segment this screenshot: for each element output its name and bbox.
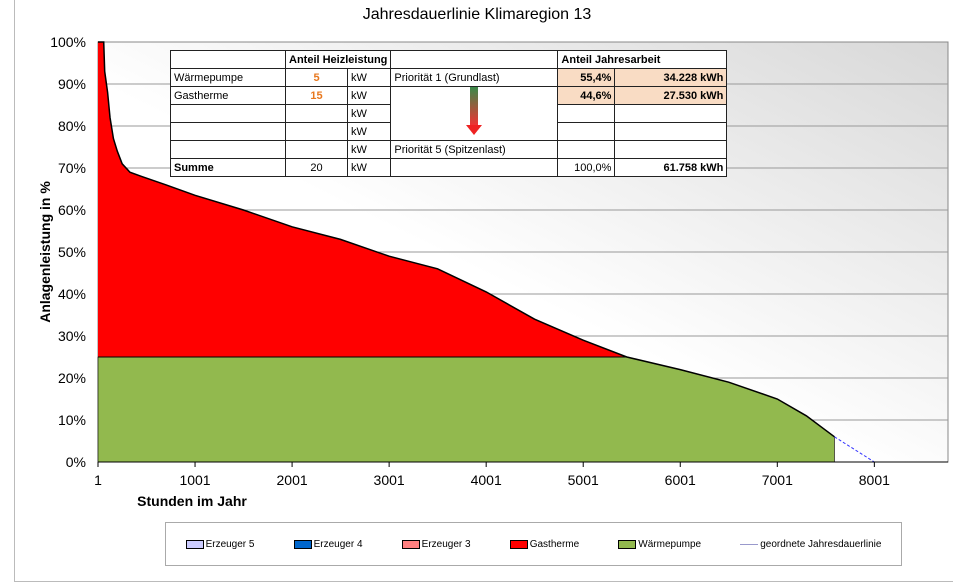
unit: kW	[346, 158, 392, 177]
table-row: Wärmepumpe 5 kW Priorität 1 (Grundlast) 55,4…	[170, 68, 728, 87]
unit: kW	[346, 68, 392, 87]
share-kwh	[614, 104, 728, 123]
priority-label: Priorität 1 (Grundlast)	[390, 68, 559, 87]
table-row: Gastherme 15 kW 44,6% 27.530 kWh	[170, 86, 728, 141]
priority-arrow-icon	[390, 86, 559, 141]
share-kwh: 34.228 kWh	[614, 68, 728, 87]
share-kwh	[614, 122, 728, 141]
legend-label: Erzeuger 4	[313, 538, 363, 550]
generator-name	[170, 140, 286, 159]
legend-line	[740, 543, 759, 545]
chart-frame	[14, 0, 953, 582]
x-tick-label: 4001	[471, 472, 502, 488]
legend-item: geordnete Jahresdauerlinie	[740, 539, 881, 550]
legend-item: Erzeuger 5	[185, 538, 255, 550]
jahresdauerlinie	[98, 41, 835, 438]
sum-kw: 20	[285, 158, 348, 177]
generator-kw: 15	[285, 86, 348, 105]
sum-percent: 100,0%	[557, 158, 616, 177]
y-tick-label: 70%	[58, 160, 86, 176]
unit: kW	[346, 104, 392, 123]
legend: Erzeuger 5 Erzeuger 4 Erzeuger 3 Gastherme W…	[165, 522, 902, 566]
unit: kW	[346, 86, 392, 105]
generator-kw	[285, 104, 348, 123]
header-jahresarbeit: Anteil Jahresarbeit	[557, 50, 728, 69]
x-tick-label: 1001	[179, 472, 210, 488]
x-tick-label: 2001	[277, 472, 308, 488]
legend-item: Gastherme	[509, 538, 580, 550]
legend-item: Erzeuger 4	[293, 538, 363, 550]
share-kwh	[614, 140, 728, 159]
x-axis-label: Stunden im Jahr	[137, 493, 247, 509]
unit: kW	[346, 140, 392, 159]
generator-name: Gastherme	[170, 86, 286, 105]
legend-swatch	[509, 539, 528, 549]
generator-kw	[285, 122, 348, 141]
y-tick-label: 80%	[58, 118, 86, 134]
legend-swatch	[401, 539, 420, 549]
x-tick-label: 1	[94, 472, 102, 488]
y-tick-label: 50%	[58, 244, 86, 260]
generator-name: Wärmepumpe	[170, 68, 286, 87]
y-tick-label: 10%	[58, 412, 86, 428]
y-tick-label: 90%	[58, 76, 86, 92]
legend-label: Gastherme	[529, 538, 580, 550]
header-heizleistung: Anteil Heizleistung	[284, 50, 392, 69]
sum-row: Summe 20 kW 100,0% 61.758 kWh	[170, 158, 728, 177]
unit: kW	[346, 122, 392, 141]
x-tick-label: 5001	[568, 472, 599, 488]
share-percent	[557, 104, 616, 123]
y-tick-label: 100%	[50, 34, 86, 50]
generator-kw: 5	[285, 68, 348, 87]
priority-label: Priorität 5 (Spitzenlast)	[390, 140, 559, 159]
legend-label: Erzeuger 5	[205, 538, 255, 550]
share-percent: 55,4%	[557, 68, 616, 87]
share-percent	[557, 122, 616, 141]
y-tick-label: 0%	[66, 454, 86, 470]
legend-swatch	[185, 539, 204, 549]
x-tick-label: 8001	[859, 472, 890, 488]
summary-table: Anteil Heizleistung Anteil Jahresarbeit W…	[170, 50, 728, 177]
y-tick-label: 60%	[58, 202, 86, 218]
legend-swatch	[618, 539, 637, 549]
legend-swatch	[293, 539, 312, 549]
legend-label: geordnete Jahresdauerlinie	[760, 538, 882, 550]
y-tick-label: 40%	[58, 286, 86, 302]
generator-name	[170, 122, 286, 141]
sum-kwh: 61.758 kWh	[614, 158, 728, 177]
share-percent	[557, 140, 616, 159]
y-axis-label: Anlagenleistung in %	[37, 181, 53, 323]
chart-title: Jahresdauerlinie Klimaregion 13	[362, 6, 592, 23]
x-tick-label: 6001	[665, 472, 696, 488]
generator-name	[170, 104, 286, 123]
x-tick-label: 3001	[374, 472, 405, 488]
x-tick-label: 7001	[762, 472, 793, 488]
share-percent: 44,6%	[557, 86, 616, 105]
legend-item: Erzeuger 3	[401, 538, 471, 550]
y-tick-label: 20%	[58, 370, 86, 386]
legend-label: Erzeuger 3	[421, 538, 471, 550]
table-row: kW Priorität 5 (Spitzenlast)	[170, 140, 728, 159]
table-row: kW	[170, 104, 728, 123]
generator-kw	[285, 140, 348, 159]
share-kwh: 27.530 kWh	[614, 86, 728, 105]
y-tick-label: 30%	[58, 328, 86, 344]
legend-label: Wärmepumpe	[638, 538, 702, 550]
sum-label: Summe	[170, 158, 286, 177]
legend-item: Wärmepumpe	[618, 539, 701, 550]
